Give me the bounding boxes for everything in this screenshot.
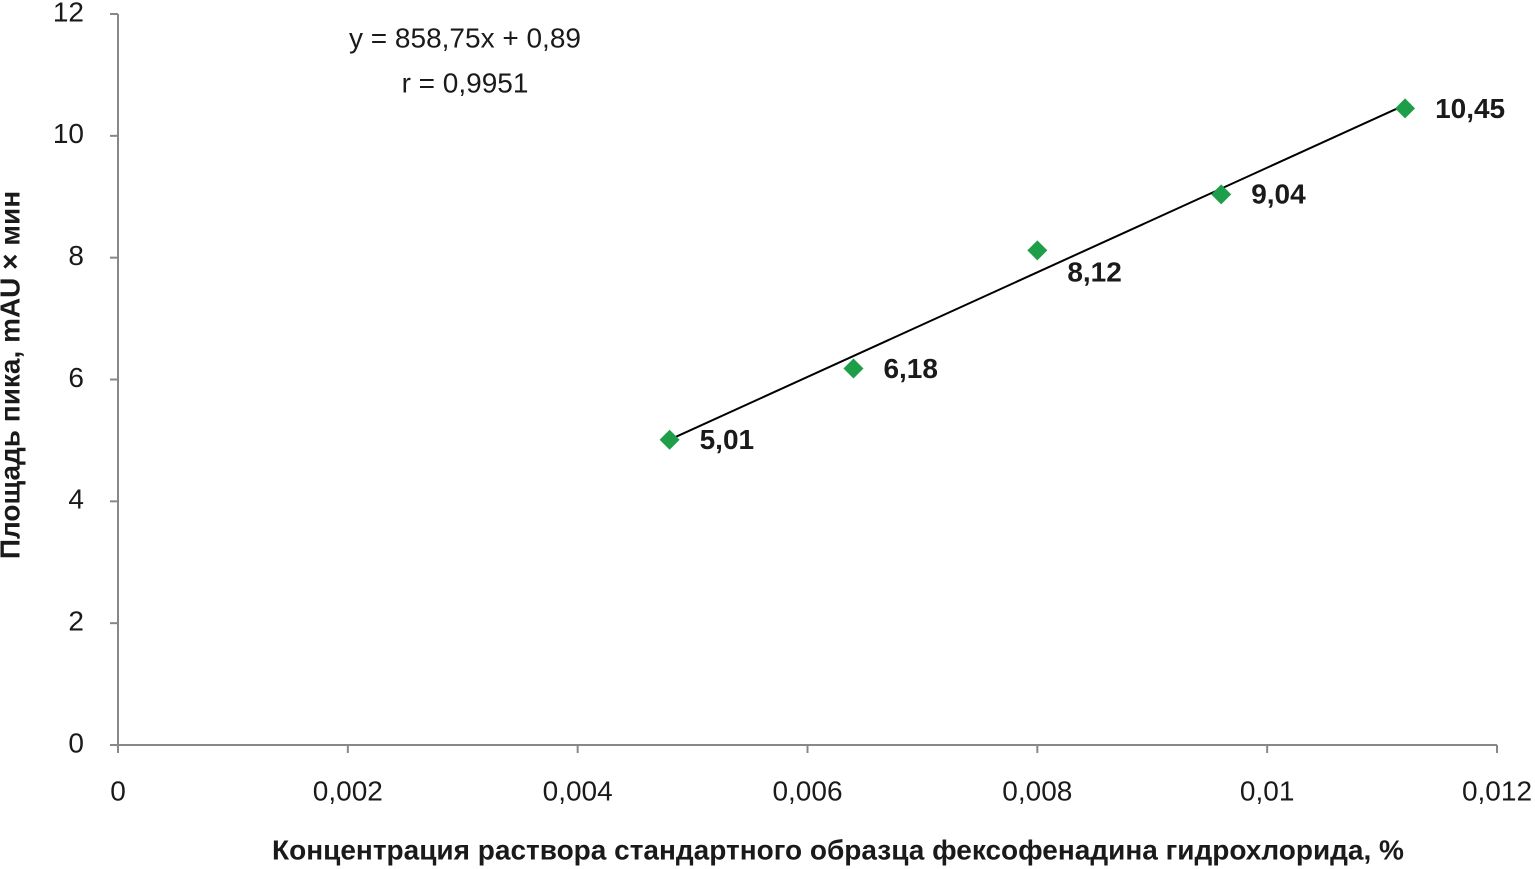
correlation: r = 0,9951 <box>402 67 529 98</box>
data-label: 5,01 <box>700 424 755 455</box>
y-tick-label: 2 <box>68 606 84 637</box>
trendline <box>669 103 1406 441</box>
data-point <box>1027 240 1048 261</box>
data-point <box>843 358 864 379</box>
y-axis-title: Площадь пика, mAU × мин <box>0 191 25 559</box>
y-tick-label: 4 <box>68 484 84 515</box>
data-label: 8,12 <box>1067 257 1122 288</box>
x-tick-label: 0,012 <box>1462 775 1532 806</box>
x-tick-label: 0,006 <box>772 775 842 806</box>
x-tick-label: 0,01 <box>1240 775 1295 806</box>
data-point <box>1211 184 1232 205</box>
data-label: 6,18 <box>883 353 938 384</box>
data-point <box>659 429 680 450</box>
x-tick-label: 0,008 <box>1002 775 1072 806</box>
x-tick-label: 0,004 <box>543 775 613 806</box>
x-tick-label: 0,002 <box>313 775 383 806</box>
y-tick-label: 0 <box>68 727 84 758</box>
equation: y = 858,75x + 0,89 <box>349 22 581 53</box>
data-label: 9,04 <box>1251 179 1306 210</box>
data-point <box>1395 98 1416 119</box>
data-label: 10,45 <box>1435 93 1505 124</box>
y-tick-label: 6 <box>68 362 84 393</box>
x-axis-title: Концентрация раствора стандартного образ… <box>272 834 1404 865</box>
x-tick-label: 0 <box>110 775 126 806</box>
y-tick-label: 8 <box>68 240 84 271</box>
y-tick-label: 12 <box>53 0 84 27</box>
y-tick-label: 10 <box>53 118 84 149</box>
